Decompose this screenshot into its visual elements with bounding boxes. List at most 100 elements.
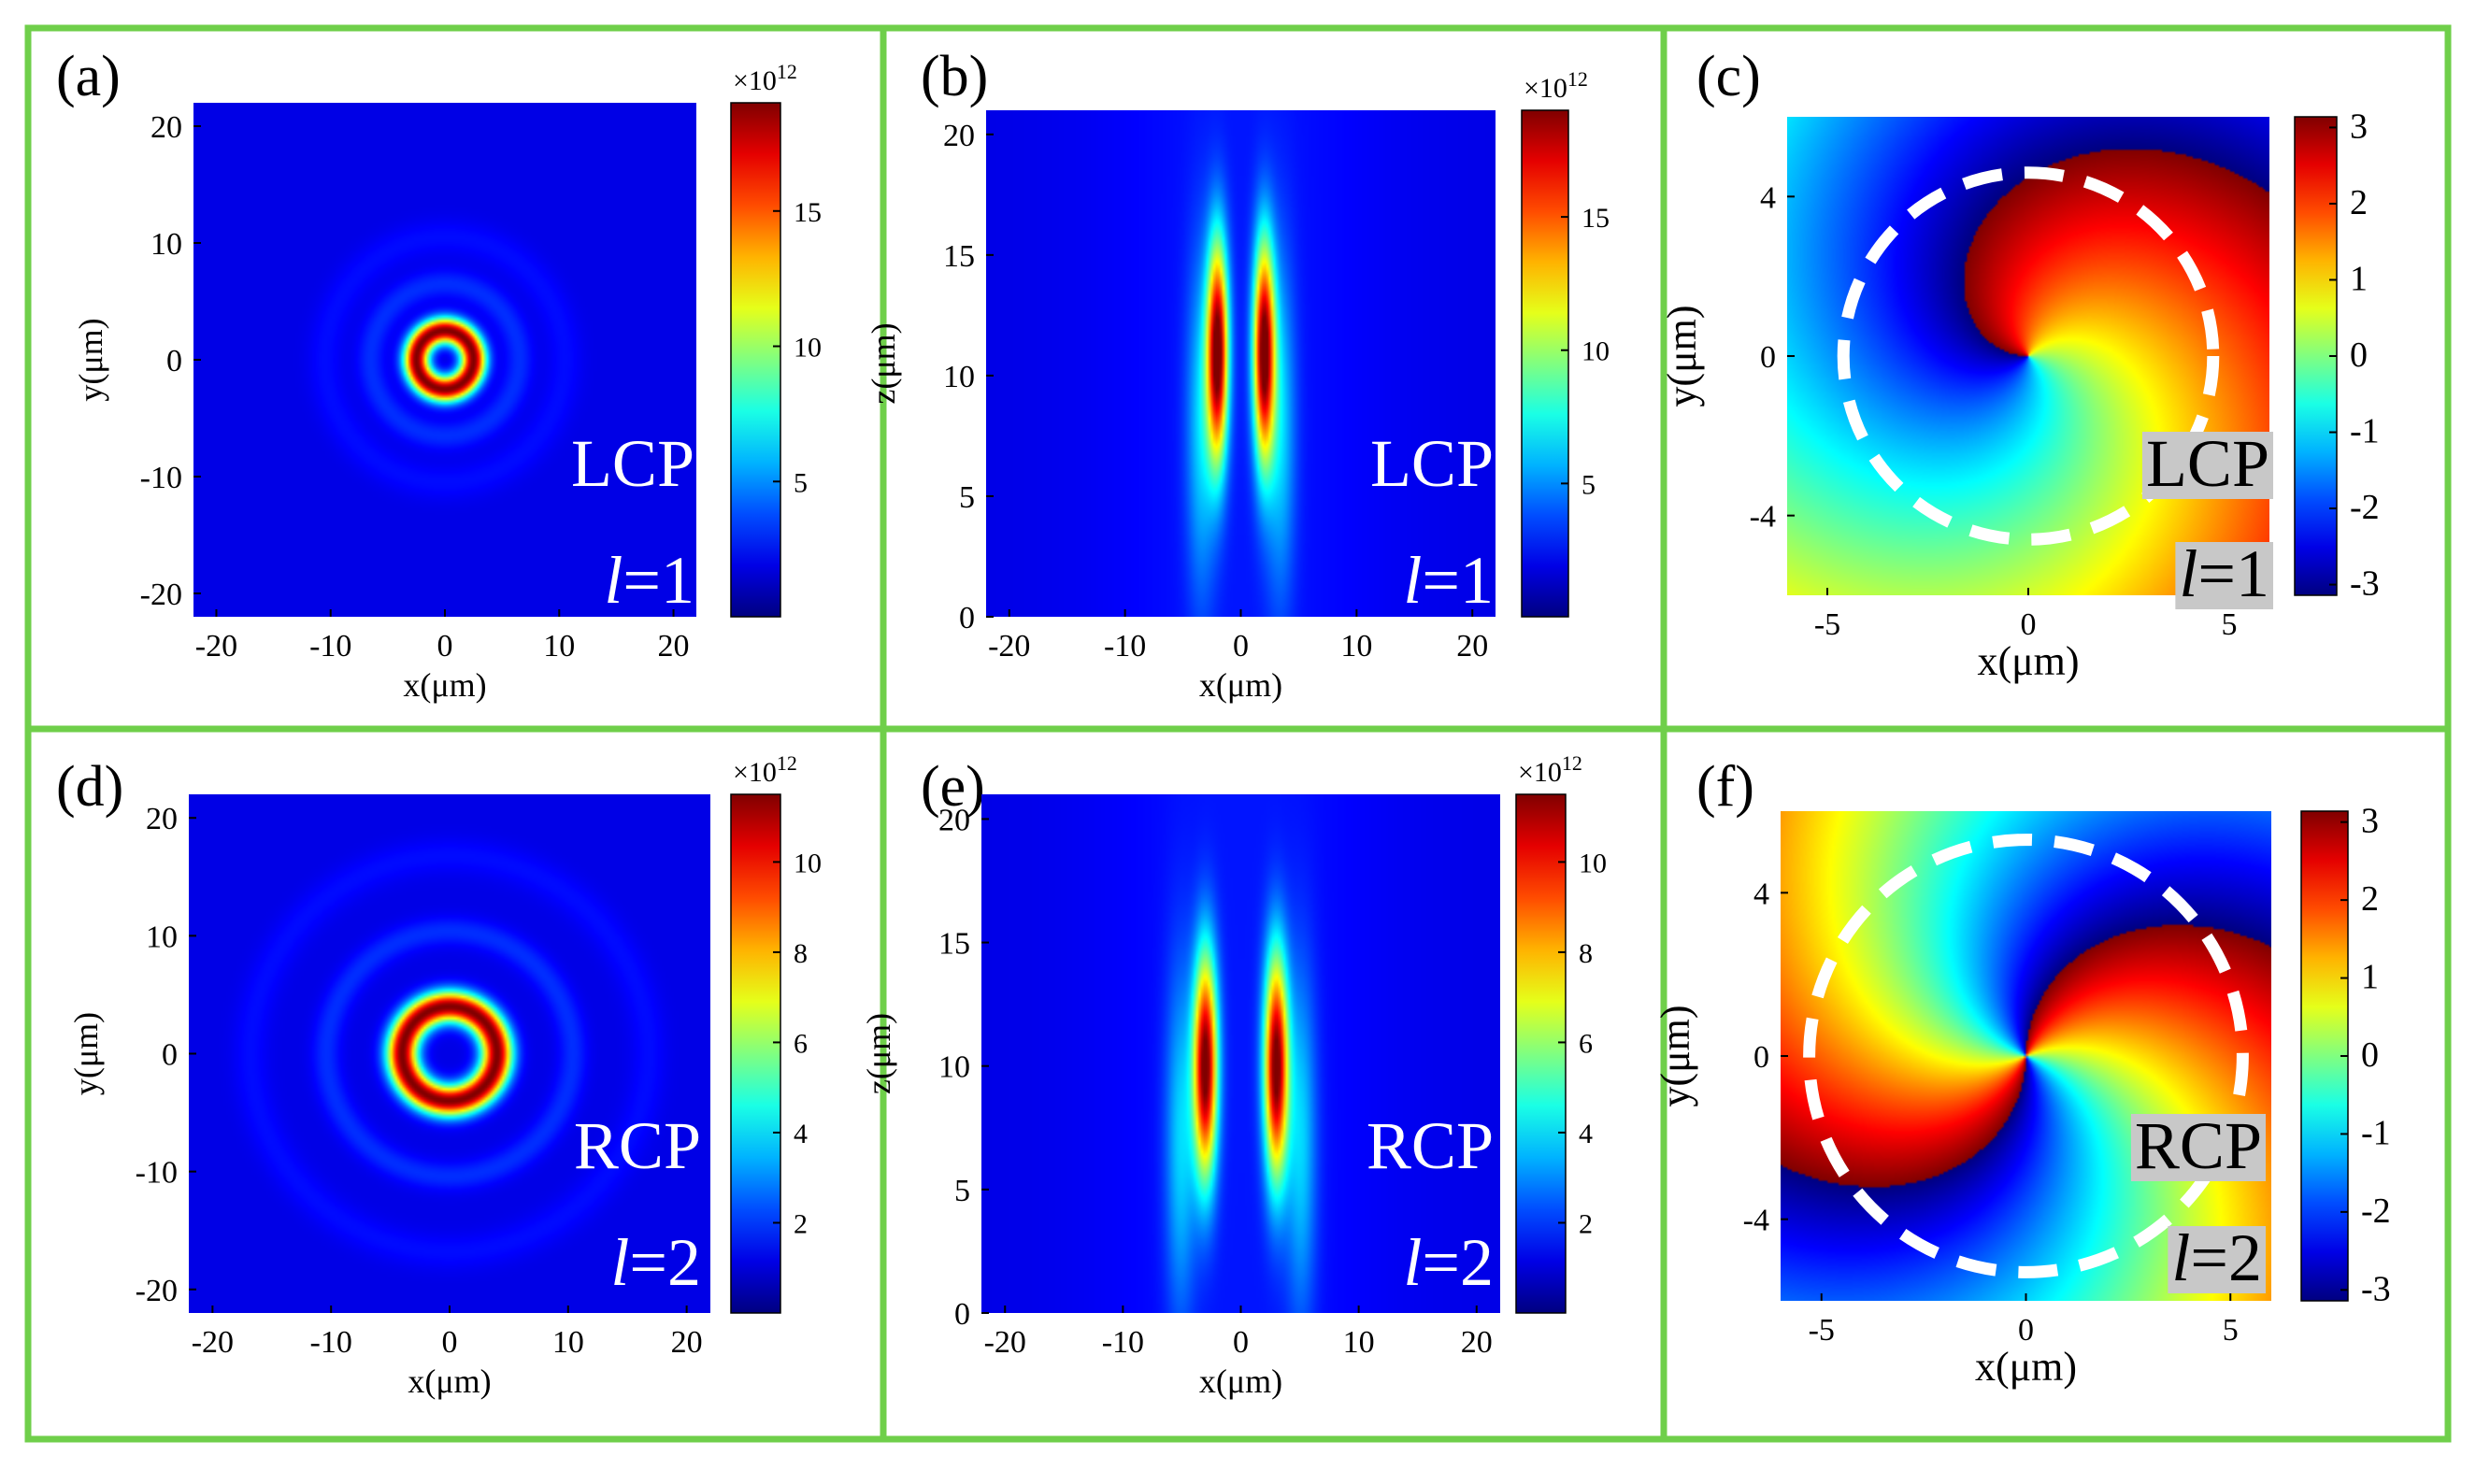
y-axis-label: z(μm) [865, 322, 902, 404]
annotation-charge-symbol: l [2171, 1220, 2190, 1295]
colorbar-tick-label: -1 [2350, 412, 2380, 451]
colorbar-tick-label: -3 [2350, 564, 2380, 604]
colorbar-tick-label: 2 [1579, 1208, 1593, 1239]
y-tick-label: 10 [150, 227, 182, 262]
colorbar-gradient [1521, 109, 1569, 618]
y-tick-label: 0 [1753, 1040, 1769, 1075]
annotation: LCP l=1 [2141, 426, 2273, 611]
annotation: RCP l=2 [2130, 1108, 2266, 1295]
y-tick-label: 5 [954, 1174, 970, 1208]
colorbar-tick-label: 8 [1579, 938, 1593, 969]
panel-label: (a) [56, 45, 121, 108]
colorbar: -3 -2 -1 0 1 2 3 [2294, 107, 2380, 604]
annotation-charge: l=2 [610, 1225, 701, 1300]
annotation-box [2130, 1114, 2266, 1181]
colorbar-tick-label: 10 [794, 333, 822, 364]
panel-label: (b) [921, 45, 988, 108]
y-tick-label: 0 [162, 1038, 178, 1073]
colorbar-tick-label: -3 [2361, 1269, 2391, 1308]
colorbar-tick-label: 8 [794, 938, 808, 969]
x-tick-label: -20 [984, 1325, 1026, 1360]
x-tick-label: 10 [543, 629, 575, 664]
panel-frames [24, 24, 2452, 1443]
dashed-circle [1837, 166, 2220, 546]
y-tick-label: 10 [146, 920, 178, 954]
colorbar-tick-label: 5 [1581, 469, 1596, 500]
heatmap-image [986, 110, 1496, 617]
annotation-box [2141, 432, 2273, 499]
colorbar-tick-label: 15 [794, 197, 822, 228]
colorbar-tick-label: 0 [2361, 1035, 2379, 1075]
colorbar-gradient [730, 102, 781, 618]
colorbar-tick-label: -1 [2361, 1113, 2391, 1152]
panel-e: (e) -20 -10 0 10 20 0 5 10 15 20 x(μm) z(μm) 2 4 6 8 10 ×1… [860, 751, 1607, 1400]
panel-d: (d) -20 -10 0 10 20 -20 -10 0 10 20 x(μm) y(μm) 2 4 6 8 1… [56, 751, 822, 1400]
annotation-polarization: RCP [1367, 1108, 1494, 1183]
colorbar-gradient [730, 793, 781, 1314]
y-tick-label: 4 [1753, 877, 1769, 911]
colorbar-exponent-sup: 12 [1562, 751, 1582, 775]
axes-ticks: -5 0 5 -4 0 4 [1750, 180, 2238, 642]
colorbar-tick-label: 15 [1581, 203, 1610, 234]
y-tick-label: -10 [136, 1156, 178, 1191]
annotation-polarization: LCP [2146, 426, 2269, 501]
annotation-charge: l=2 [2171, 1220, 2262, 1295]
annotation-charge-value: =1 [623, 543, 694, 618]
x-tick-label: 10 [1343, 1325, 1375, 1360]
x-tick-label: 5 [2223, 1313, 2239, 1348]
annotation: LCP l=1 [1370, 426, 1494, 618]
x-tick-label: -20 [192, 1325, 234, 1360]
axes-ticks: -20 -10 0 10 20 -20 -10 0 10 20 [136, 802, 703, 1360]
y-tick-label: -20 [140, 578, 182, 612]
x-tick-label: 20 [658, 629, 690, 664]
annotation: RCP l=2 [574, 1108, 701, 1300]
axes-ticks: -20 -10 0 10 20 0 5 10 15 20 [938, 803, 1493, 1360]
heatmap-image [981, 794, 1500, 1313]
panel-a: (a) -20 -10 0 10 20 -20 -10 0 10 20 x(μm) y(μm) 5 10 15… [56, 45, 822, 704]
x-tick-label: -10 [309, 629, 351, 664]
annotation-charge-symbol: l [610, 1225, 629, 1300]
y-tick-label: -4 [1743, 1204, 1769, 1238]
axes-ticks: -20 -10 0 10 20 0 5 10 15 20 [943, 119, 1488, 664]
axes-ticks: -20 -10 0 10 20 -20 -10 0 10 20 [140, 110, 690, 664]
x-tick-label: 5 [2222, 607, 2238, 642]
y-tick-label: 15 [938, 927, 970, 962]
heatmap-image [1787, 117, 2269, 595]
annotation-polarization: RCP [2135, 1108, 2262, 1183]
y-tick-label: 20 [150, 110, 182, 145]
colorbar-exponent: ×1012 [1518, 751, 1582, 788]
x-tick-label: 20 [671, 1325, 703, 1360]
annotation-charge-symbol: l [2179, 536, 2197, 611]
x-tick-label: 0 [1233, 1325, 1249, 1360]
x-axis-label: x(μm) [1199, 1363, 1282, 1400]
colorbar-tick-label: 4 [794, 1119, 808, 1149]
annotation-charge-value: =2 [629, 1225, 701, 1300]
annotation-box [2175, 542, 2273, 609]
annotation-polarization: LCP [571, 426, 694, 501]
x-axis-label: x(μm) [408, 1363, 491, 1400]
colorbar-tick-label: -2 [2350, 488, 2380, 527]
y-tick-label: -4 [1750, 500, 1776, 535]
colorbar-exponent-sup: 12 [777, 60, 797, 83]
colorbar-gradient [2300, 810, 2349, 1302]
colorbar-tick-label: 2 [2350, 183, 2368, 222]
annotation-charge: l=1 [1403, 543, 1494, 618]
x-tick-label: 20 [1461, 1325, 1493, 1360]
annotation-charge-value: =1 [2197, 536, 2269, 611]
annotation-charge: l=1 [604, 543, 694, 618]
colorbar-tick-label: -2 [2361, 1191, 2391, 1231]
y-tick-label: 0 [1760, 340, 1776, 375]
frame-row-2 [24, 725, 2452, 1443]
annotation-polarization: LCP [1370, 426, 1494, 501]
y-tick-label: 20 [943, 119, 975, 153]
x-axis-label: x(μm) [1199, 666, 1282, 704]
y-tick-label: 0 [166, 344, 182, 378]
colorbar-exponent-sup: 12 [777, 751, 797, 775]
panel-label: (d) [56, 755, 123, 819]
colorbar-tick-label: 2 [2361, 879, 2379, 919]
colorbar-tick-label: 10 [794, 848, 822, 878]
x-tick-label: 0 [1233, 629, 1249, 664]
colorbar-tick-label: 1 [2350, 259, 2368, 298]
annotation: LCP l=1 [571, 426, 694, 618]
axes-ticks: -5 0 5 -4 0 4 [1743, 877, 2239, 1348]
